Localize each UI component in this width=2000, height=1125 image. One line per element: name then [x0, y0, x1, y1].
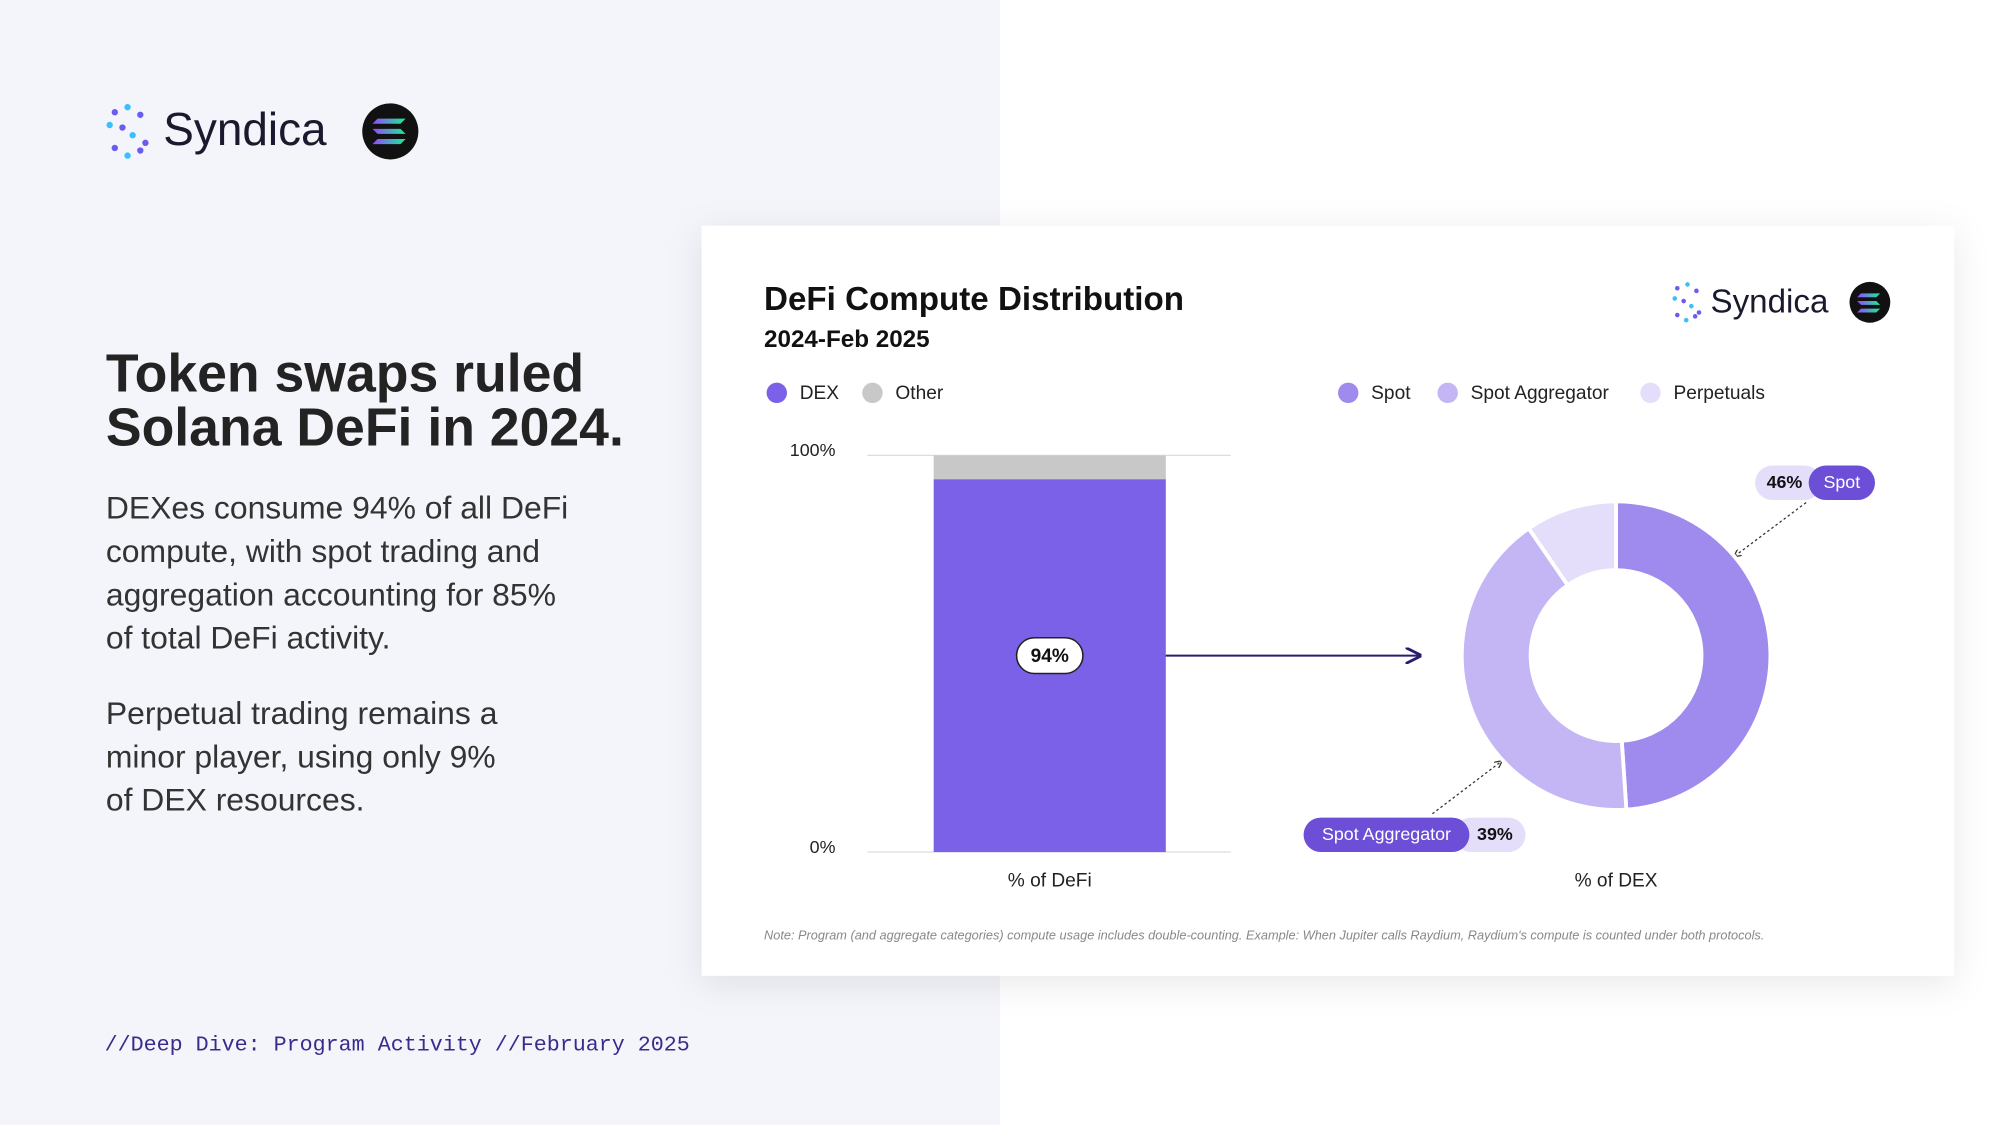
callout-name: Spot	[1823, 472, 1860, 492]
callout-name-pill	[1808, 465, 1875, 500]
value-pill	[1015, 636, 1084, 675]
legend-marker	[766, 382, 787, 404]
body-text: compute, with spot trading and	[106, 533, 540, 569]
callout-value: 46%	[1767, 472, 1803, 492]
chart-note: Note: Program (and aggregate categories)…	[764, 928, 1764, 943]
legend-label: Perpetuals	[1673, 383, 1764, 404]
legend-marker	[862, 382, 883, 404]
callout-value: 39%	[1477, 824, 1513, 844]
x-axis-label: % of DeFi	[1008, 870, 1092, 891]
callout-value-pill	[1454, 817, 1526, 853]
body-text: of total DeFi activity.	[106, 620, 391, 656]
logo: Syndica	[106, 103, 419, 160]
body-text: DEXes consume 94% of all DeFi	[106, 490, 568, 526]
legend-label: Other	[895, 383, 943, 404]
body-text: aggregation accounting for 85%	[106, 576, 556, 612]
legend-label: DEX	[800, 383, 840, 404]
value-label: 94%	[1031, 646, 1069, 667]
headline: Token swaps ruled	[106, 345, 584, 404]
footer: //Deep Dive: Program Activity //February…	[105, 1032, 690, 1057]
y-tick-label: 0%	[810, 837, 836, 857]
body-text: of DEX resources.	[106, 782, 365, 818]
legend-label: Spot Aggregator	[1471, 383, 1610, 404]
legend-label: Spot	[1371, 383, 1411, 404]
brand-name: Syndica	[163, 103, 327, 155]
brand-name: Syndica	[1710, 283, 1829, 320]
callout-name-pill	[1303, 817, 1470, 853]
bar-segment	[933, 455, 1166, 480]
legend-marker	[1640, 382, 1661, 404]
donut-slice	[1459, 525, 1629, 812]
body-text: Perpetual trading remains a	[106, 695, 498, 731]
callout-value-pill	[1755, 465, 1822, 500]
chart-title: DeFi Compute Distribution	[764, 281, 1184, 318]
donut-slice	[1614, 499, 1773, 812]
chart-subtitle: 2024-Feb 2025	[764, 326, 930, 353]
legend-marker	[1338, 382, 1359, 404]
y-tick-label: 100%	[790, 440, 836, 460]
callout-line	[1432, 761, 1501, 815]
card-logo: Syndica	[1672, 281, 1891, 323]
x-axis-label: % of DEX	[1575, 870, 1658, 891]
legend-marker	[1437, 382, 1458, 404]
headline: Solana DeFi in 2024.	[106, 398, 624, 457]
body-text: minor player, using only 9%	[106, 738, 496, 774]
callout-name: Spot Aggregator	[1322, 824, 1451, 844]
donut-slice	[1526, 499, 1618, 588]
